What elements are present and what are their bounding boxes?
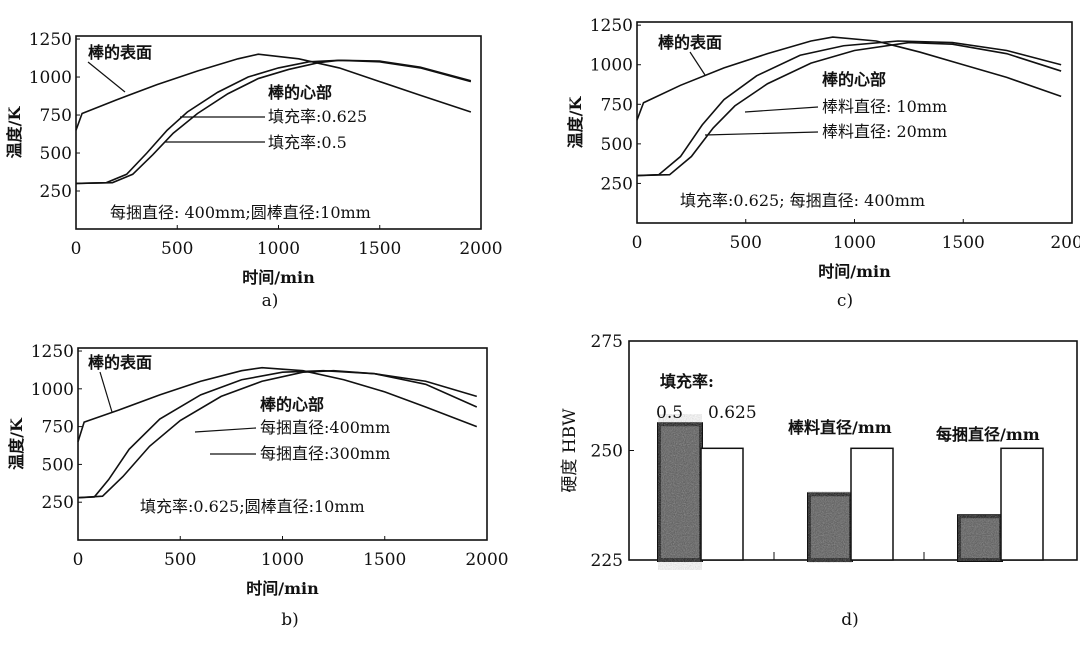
x-tick-label: 0 — [73, 550, 84, 570]
bar-texture — [962, 519, 998, 557]
y-tick-label: 500 — [42, 455, 74, 475]
x-tick-label: 500 — [730, 233, 762, 253]
x-tick-label: 2000 — [465, 550, 508, 570]
y-axis-label: 温度/K — [566, 96, 585, 150]
annotation-label: 填充率:0.625;圆棒直径:10mm — [140, 497, 365, 516]
panel-caption: d) — [841, 610, 859, 630]
chart-panel-a: 0 500 1000 1500 2000 250 500 750 1000 1250 时间/min 温… — [5, 30, 503, 311]
x-axis-label: 时间/min — [246, 579, 319, 598]
annotation-label: 棒料直径: 20mm — [822, 122, 947, 141]
annotation-label: 每捆直径:400mm — [260, 418, 390, 437]
y-axis-label: 硬度 HBW — [560, 408, 580, 493]
y-tick-label: 500 — [601, 135, 633, 155]
y-tick-label: 1250 — [590, 16, 633, 36]
y-tick-label: 750 — [42, 418, 74, 438]
y-tick-label: 750 — [40, 106, 72, 126]
bar-texture — [662, 427, 698, 557]
series-line-0 — [75, 53, 472, 131]
annotation-leader — [87, 61, 126, 93]
panel-caption: c) — [837, 291, 853, 311]
annotation-label: 棒料直径: 10mm — [822, 97, 947, 116]
y-axis-label: 温度/K — [7, 417, 26, 471]
annotation-label: 棒的表面 — [658, 33, 722, 52]
series-line-2 — [77, 369, 478, 499]
chart-panel-b: 0 500 1000 1500 2000 250 500 750 1000 1250 时间/min 温… — [7, 342, 509, 630]
y-tick-label: 275 — [591, 332, 623, 352]
annotation-label: 棒的表面 — [88, 43, 152, 62]
chart-panel-c: 0 500 1000 1500 2000 250 500 750 1000 1250 时间/min 温… — [566, 16, 1080, 311]
x-tick-label: 500 — [164, 550, 196, 570]
bar-0-1 — [700, 447, 744, 561]
y-tick-label: 1000 — [31, 380, 74, 400]
bar-texture — [812, 497, 848, 557]
x-tick-label: 1500 — [358, 239, 401, 259]
y-tick-label: 500 — [40, 144, 72, 164]
annotation-leader — [704, 131, 819, 136]
bar-1-1 — [850, 447, 894, 561]
bar-label: 0.5 — [656, 403, 683, 423]
annotation-leader — [99, 371, 113, 413]
x-tick-label: 0 — [71, 239, 82, 259]
x-axis-label: 时间/min — [818, 262, 891, 281]
annotation-leader — [744, 106, 819, 113]
y-tick-label: 250 — [601, 174, 633, 194]
bar-label: 0.625 — [708, 403, 757, 423]
y-tick-label: 225 — [591, 551, 623, 571]
x-tick-label: 500 — [161, 239, 193, 259]
x-axis-label: 时间/min — [242, 268, 315, 287]
group-label: 每捆直径/mm — [936, 425, 1040, 444]
annotation-label: 棒的心部 — [268, 83, 332, 102]
x-tick-label: 1000 — [257, 239, 300, 259]
annotation-label: 填充率:0.5 — [268, 133, 347, 152]
x-tick-label: 2000 — [459, 239, 502, 259]
group-label: 棒料直径/mm — [788, 418, 892, 437]
y-tick-label: 1250 — [29, 30, 72, 50]
y-tick-label: 1000 — [29, 68, 72, 88]
y-axis-label: 温度/K — [5, 106, 24, 160]
series-line-1 — [636, 40, 1062, 177]
y-tick-label: 250 — [42, 493, 74, 513]
annotation-label: 填充率:0.625 — [268, 107, 367, 126]
group-label: 填充率: — [660, 372, 714, 391]
x-tick-label: 1500 — [942, 233, 985, 253]
y-tick-label: 1250 — [31, 342, 74, 362]
series-line-0 — [636, 36, 1062, 121]
annotation-label: 每捆直径:300mm — [260, 444, 390, 463]
x-tick-label: 1000 — [833, 233, 876, 253]
y-tick-label: 750 — [601, 95, 633, 115]
chart-panel-d: 225 250 275 硬度 HBW 填充率: 0.5 0.625 棒料直径/mm 每捆直径/m… — [560, 332, 1078, 630]
y-tick-label: 250 — [40, 182, 72, 202]
annotation-leader — [689, 51, 706, 76]
annotation-label: 每捆直径: 400mm;圆棒直径:10mm — [110, 203, 371, 222]
x-tick-label: 1000 — [261, 550, 304, 570]
x-tick-label: 2000 — [1050, 233, 1080, 253]
annotation-label: 棒的心部 — [260, 395, 324, 414]
panel-caption: a) — [262, 291, 279, 311]
series-line-0 — [77, 366, 478, 442]
annotation-label: 棒的表面 — [88, 353, 152, 372]
y-tick-label: 250 — [591, 442, 623, 462]
annotation-label: 棒的心部 — [822, 70, 886, 89]
x-tick-label: 1500 — [363, 550, 406, 570]
bar-2-1 — [1000, 447, 1044, 561]
series-line-2 — [75, 59, 472, 185]
x-tick-label: 0 — [632, 233, 643, 253]
panel-caption: b) — [281, 610, 299, 630]
annotation-leader — [194, 427, 257, 433]
annotation-label: 填充率:0.625; 每捆直径: 400mm — [680, 191, 925, 210]
y-tick-label: 1000 — [590, 56, 633, 76]
series-line-2 — [636, 41, 1062, 177]
